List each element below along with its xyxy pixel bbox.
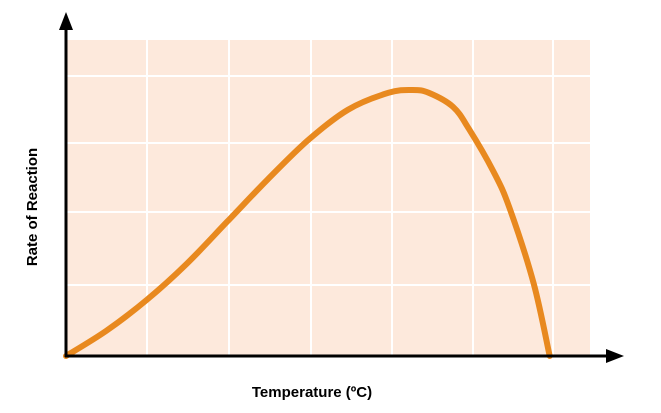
x-axis-title: Temperature (ºC) (252, 384, 372, 401)
y-axis-title: Rate of Reaction (24, 148, 41, 266)
y-axis-arrowhead (59, 12, 73, 30)
grid-lines (66, 40, 590, 356)
axes (59, 12, 624, 363)
x-axis-arrowhead (606, 349, 624, 363)
rate-curve-line (63, 86, 553, 359)
plot-background (66, 40, 590, 356)
